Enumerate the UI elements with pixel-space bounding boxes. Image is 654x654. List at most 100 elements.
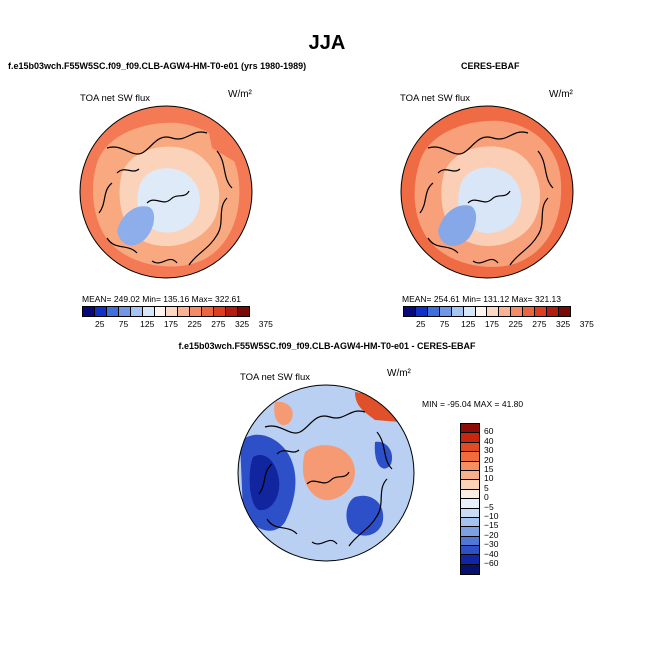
diff-variable-label: TOA net SW flux	[240, 372, 311, 383]
diff-colorbar-swatch	[461, 433, 479, 443]
model-colorbar-swatch	[166, 307, 179, 316]
diff-map-negative-region-east	[346, 495, 384, 536]
model-colorbar-tick-label: 375	[258, 319, 273, 329]
obs-colorbar-swatch	[558, 307, 570, 316]
obs-colorbar-swatch	[463, 307, 476, 316]
obs-colorbar-swatch	[511, 307, 524, 316]
obs-panel-title: CERES-EBAF	[461, 61, 520, 71]
model-colorbar-ticks: 25 75 125 175 225 275 325 375	[82, 319, 273, 331]
model-colorbar-tick-label: 125	[140, 319, 155, 329]
model-map-greenland	[117, 206, 155, 246]
obs-colorbar-swatch	[535, 307, 548, 316]
obs-colorbar-swatch	[415, 307, 428, 316]
model-colorbar-swatch	[214, 307, 227, 316]
model-polar-map	[79, 105, 253, 279]
obs-colorbar	[403, 306, 571, 317]
diff-colorbar-tick-label: 40	[484, 435, 494, 446]
diff-stats: MIN = -95.04 MAX = 41.80	[422, 399, 524, 409]
diff-colorbar-tick-label: −40	[484, 548, 499, 559]
diff-colorbar-swatch	[461, 517, 479, 528]
obs-colorbar-swatch	[499, 307, 512, 316]
model-map-border	[79, 105, 253, 279]
diff-colorbar-tick-label: −20	[484, 529, 499, 540]
diff-panel-title: f.e15b03wch.F55W5SC.f09_f09.CLB-AGW4-HM-…	[178, 341, 476, 351]
diff-colorbar-swatch	[461, 555, 479, 565]
model-map-coastlines	[98, 131, 233, 266]
diff-colorbar-tick-label: −10	[484, 511, 499, 521]
diff-map-positive-region-arctic	[302, 445, 355, 501]
model-variable-label: TOA net SW flux	[80, 93, 151, 104]
diff-colorbar-tick-label: 15	[484, 464, 494, 474]
diff-polar-map	[237, 384, 415, 562]
diff-colorbar-swatch	[461, 546, 479, 556]
diff-colorbar-swatch	[461, 424, 479, 434]
diff-colorbar-tick-label: 20	[484, 454, 494, 465]
diff-colorbar-swatch	[461, 461, 479, 471]
model-colorbar-swatch	[142, 307, 155, 316]
model-colorbar-tick-label: 225	[187, 319, 202, 329]
model-colorbar-tick-label: 75	[118, 319, 129, 329]
diff-colorbar-tick-label: −30	[484, 539, 499, 550]
diff-colorbar-swatch	[461, 470, 479, 481]
model-colorbar-swatch	[118, 307, 131, 316]
diff-colorbar-ticks: 60 40 30 20 15 10 5 0 −5 −10 −15 −20 −30 −40 −60	[484, 423, 514, 583]
diff-colorbar-swatch	[461, 489, 479, 500]
figure-title: JJA	[308, 32, 346, 54]
obs-variable-label: TOA net SW flux	[400, 93, 471, 104]
obs-colorbar-tick-label: 375	[579, 319, 594, 329]
obs-colorbar-swatch	[439, 307, 452, 316]
diff-colorbar-swatch	[461, 508, 479, 518]
obs-colorbar-swatch	[404, 307, 416, 316]
obs-map-coastlines	[419, 131, 554, 266]
obs-colorbar-tick-label: 175	[484, 319, 500, 329]
model-stats: MEAN= 249.02 Min= 135.16 Max= 322.61	[82, 294, 242, 304]
model-colorbar-swatch	[154, 307, 167, 316]
diff-units-label: W/m²	[387, 368, 411, 379]
model-map-warm-patch	[207, 123, 242, 163]
model-colorbar	[82, 306, 250, 317]
obs-colorbar-tick-label: 75	[439, 319, 450, 329]
obs-stats: MEAN= 254.61 Min= 131.12 Max= 321.13	[402, 294, 562, 304]
diff-colorbar-swatch	[461, 527, 479, 537]
model-colorbar-swatch	[130, 307, 143, 316]
diff-colorbar-tick-label: 30	[484, 445, 494, 456]
diff-map-positive-patch	[274, 401, 293, 426]
obs-colorbar-swatch	[427, 307, 440, 316]
obs-polar-map	[400, 105, 574, 279]
diff-colorbar-tick-label: −15	[484, 520, 499, 531]
diff-colorbar-swatch	[461, 564, 479, 575]
obs-colorbar-swatch	[487, 307, 500, 316]
obs-map-border	[400, 105, 574, 279]
obs-colorbar-swatch	[523, 307, 536, 316]
model-colorbar-swatch	[106, 307, 119, 316]
diff-colorbar-tick-label: 5	[484, 482, 489, 493]
diff-colorbar	[460, 423, 480, 576]
obs-colorbar-ticks: 25 75 125 175 225 275 325 375	[403, 319, 594, 331]
model-colorbar-swatch	[94, 307, 107, 316]
diff-colorbar-swatch	[461, 442, 479, 453]
diff-map-border	[237, 384, 415, 562]
diff-colorbar-tick-label: −5	[484, 501, 494, 512]
obs-colorbar-tick-label: 25	[416, 319, 426, 329]
model-colorbar-swatch	[190, 307, 203, 316]
diff-map-coastlines	[258, 410, 393, 547]
diff-colorbar-tick-label: 60	[484, 426, 494, 437]
model-colorbar-tick-label: 325	[234, 319, 250, 329]
diff-map-strong-positive-region	[355, 392, 400, 422]
diff-colorbar-tick-label: 10	[484, 473, 494, 484]
obs-colorbar-tick-label: 275	[532, 319, 547, 329]
obs-colorbar-tick-label: 125	[461, 319, 476, 329]
diff-colorbar-swatch	[461, 536, 479, 547]
obs-colorbar-swatch	[475, 307, 488, 316]
model-colorbar-swatch	[202, 307, 215, 316]
model-units-label: W/m²	[228, 89, 252, 100]
diff-colorbar-tick-label: 0	[484, 492, 489, 503]
model-colorbar-swatch	[83, 307, 95, 316]
obs-colorbar-tick-label: 225	[508, 319, 523, 329]
diff-colorbar-swatch	[461, 452, 479, 462]
model-panel-title: f.e15b03wch.F55W5SC.f09_f09.CLB-AGW4-HM-…	[8, 61, 307, 71]
obs-colorbar-swatch	[451, 307, 464, 316]
model-colorbar-tick-label: 275	[211, 319, 226, 329]
model-colorbar-swatch	[226, 307, 238, 316]
model-colorbar-tick-label: 25	[95, 319, 105, 329]
